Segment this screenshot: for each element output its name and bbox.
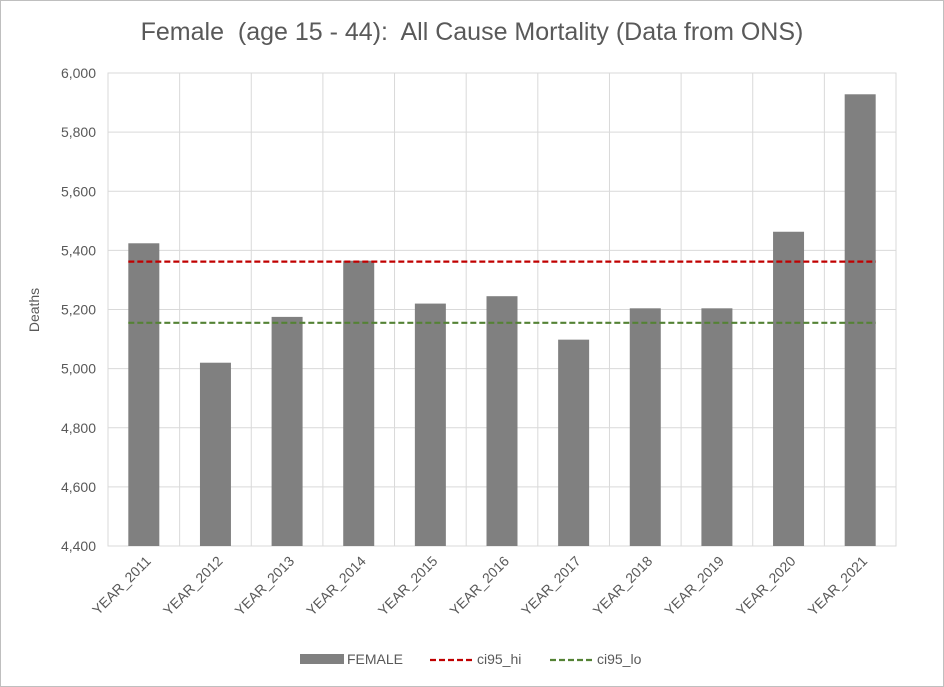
bar-year-2017: [558, 339, 590, 546]
x-tick-label: YEAR_2016: [446, 553, 512, 619]
chart-title: Female (age 15 - 44): All Cause Mortalit…: [140, 18, 804, 46]
y-tick-label: 4,400: [61, 538, 96, 554]
y-tick-label: 4,600: [61, 479, 96, 495]
x-tick-label: YEAR_2011: [89, 553, 154, 618]
bar-year-2018: [629, 308, 661, 546]
x-tick-labels: YEAR_2011 YEAR_2012 YEAR_2013 YEAR_2014 YEAR…: [89, 553, 871, 619]
bar-year-2020: [773, 231, 805, 547]
y-tick-label: 4,800: [61, 420, 96, 436]
y-axis-title: Deaths: [26, 288, 42, 332]
legend-label-female: FEMALE: [347, 651, 403, 667]
legend-label-ci95-hi: ci95_hi: [477, 651, 521, 667]
y-tick-label: 5,600: [61, 183, 96, 199]
bar-year-2011: [128, 243, 160, 546]
legend: FEMALE ci95_hi ci95_lo: [300, 651, 642, 667]
bar-year-2012: [199, 362, 231, 546]
x-tick-label: YEAR_2015: [375, 553, 441, 619]
y-tick-label: 5,800: [61, 124, 96, 140]
ci-lines-group: [128, 260, 876, 324]
y-tick-label: 5,000: [61, 361, 96, 377]
y-tick-label: 5,200: [61, 302, 96, 318]
x-tick-label: YEAR_2012: [160, 553, 226, 619]
x-tick-label: YEAR_2014: [303, 553, 369, 619]
bar-year-2015: [414, 303, 446, 546]
bar-year-2021: [844, 94, 876, 546]
legend-swatch-female: [300, 654, 344, 664]
y-tick-label: 6,000: [61, 65, 96, 81]
y-tick-label: 5,400: [61, 242, 96, 258]
legend-label-ci95-lo: ci95_lo: [597, 651, 642, 667]
bar-year-2019: [701, 308, 733, 546]
bar-year-2013: [271, 316, 303, 546]
x-tick-label: YEAR_2018: [590, 553, 656, 619]
bar-year-2014: [343, 260, 375, 546]
x-tick-label: YEAR_2017: [518, 553, 584, 619]
grid-lines: [107, 72, 897, 547]
x-tick-label: YEAR_2021: [804, 553, 870, 619]
x-tick-label: YEAR_2019: [661, 553, 727, 619]
x-tick-label: YEAR_2020: [733, 553, 799, 619]
x-tick-label: YEAR_2013: [231, 553, 297, 619]
bar-year-2016: [486, 296, 518, 546]
y-tick-labels: 4,400 4,600 4,800 5,000 5,200 5,400 5,600 5,800…: [61, 65, 96, 554]
bars-group: [128, 94, 876, 547]
